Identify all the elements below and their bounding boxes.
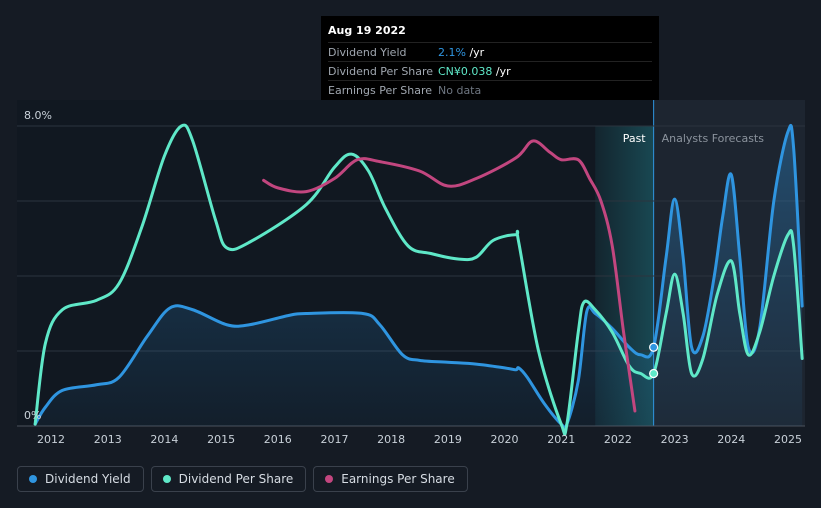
tooltip-value: No data bbox=[438, 83, 482, 97]
x-tick-label: 2016 bbox=[264, 433, 292, 446]
dividend-per-share-marker bbox=[649, 368, 659, 379]
x-tick-label: 2020 bbox=[491, 433, 519, 446]
x-tick-label: 2017 bbox=[320, 433, 348, 446]
legend-dot-icon bbox=[325, 475, 334, 483]
y-tick-label: 0% bbox=[24, 409, 41, 422]
tooltip-value: 2.1% bbox=[438, 45, 466, 59]
x-tick-label: 2015 bbox=[207, 433, 235, 446]
x-tick-label: 2019 bbox=[434, 433, 462, 446]
tooltip-value: CN¥0.038 bbox=[438, 64, 493, 78]
legend-label: Dividend Per Share bbox=[178, 472, 294, 486]
tooltip-label: Earnings Per Share bbox=[328, 83, 433, 97]
x-tick-label: 2025 bbox=[774, 433, 802, 446]
legend-item-dividend-per-share[interactable]: Dividend Per Share bbox=[150, 466, 307, 492]
tooltip-suffix: /yr bbox=[492, 64, 511, 78]
tooltip-row-dividend-per-share: Dividend Per Share CN¥0.038 /yr bbox=[328, 61, 652, 80]
earnings-per-share-line bbox=[262, 139, 637, 413]
legend-dot-icon bbox=[162, 475, 171, 483]
legend-dot-icon bbox=[29, 475, 37, 483]
x-tick-label: 2014 bbox=[150, 433, 178, 446]
dividend-yield-area bbox=[35, 125, 803, 429]
x-tick-label: 2018 bbox=[377, 433, 405, 446]
tooltip-suffix: /yr bbox=[465, 45, 485, 59]
legend-item-dividend-yield[interactable]: Dividend Yield bbox=[17, 466, 144, 492]
legend-item-earnings-per-share[interactable]: Earnings Per Share bbox=[313, 466, 468, 492]
legend-label: Dividend Yield bbox=[45, 472, 131, 486]
dividend-per-share-line bbox=[33, 123, 804, 436]
x-tick-label: 2022 bbox=[604, 433, 632, 446]
tooltip-label: Dividend Per Share bbox=[328, 64, 434, 78]
past-label: Past bbox=[623, 132, 647, 145]
tooltip-row-earnings-per-share: Earnings Per Share No data bbox=[328, 80, 652, 99]
x-tick-label: 2013 bbox=[94, 433, 122, 446]
y-tick-label: 8.0% bbox=[24, 109, 52, 122]
x-tick-label: 2012 bbox=[37, 433, 65, 446]
legend-label: Earnings Per Share bbox=[341, 472, 455, 486]
x-tick-label: 2023 bbox=[661, 433, 689, 446]
x-tick-label: 2021 bbox=[547, 433, 575, 446]
tooltip-label: Dividend Yield bbox=[328, 45, 407, 59]
x-tick-label: 2024 bbox=[717, 433, 745, 446]
forecast-label: Analysts Forecasts bbox=[662, 132, 765, 145]
hover-tooltip: Aug 19 2022 Dividend Yield 2.1% /yr Divi… bbox=[321, 16, 659, 100]
dividend-yield-marker bbox=[649, 342, 659, 352]
chart-legend: Dividend Yield Dividend Per Share Earnin… bbox=[17, 466, 468, 492]
tooltip-row-dividend-yield: Dividend Yield 2.1% /yr bbox=[328, 42, 652, 61]
tooltip-date: Aug 19 2022 bbox=[328, 24, 406, 37]
